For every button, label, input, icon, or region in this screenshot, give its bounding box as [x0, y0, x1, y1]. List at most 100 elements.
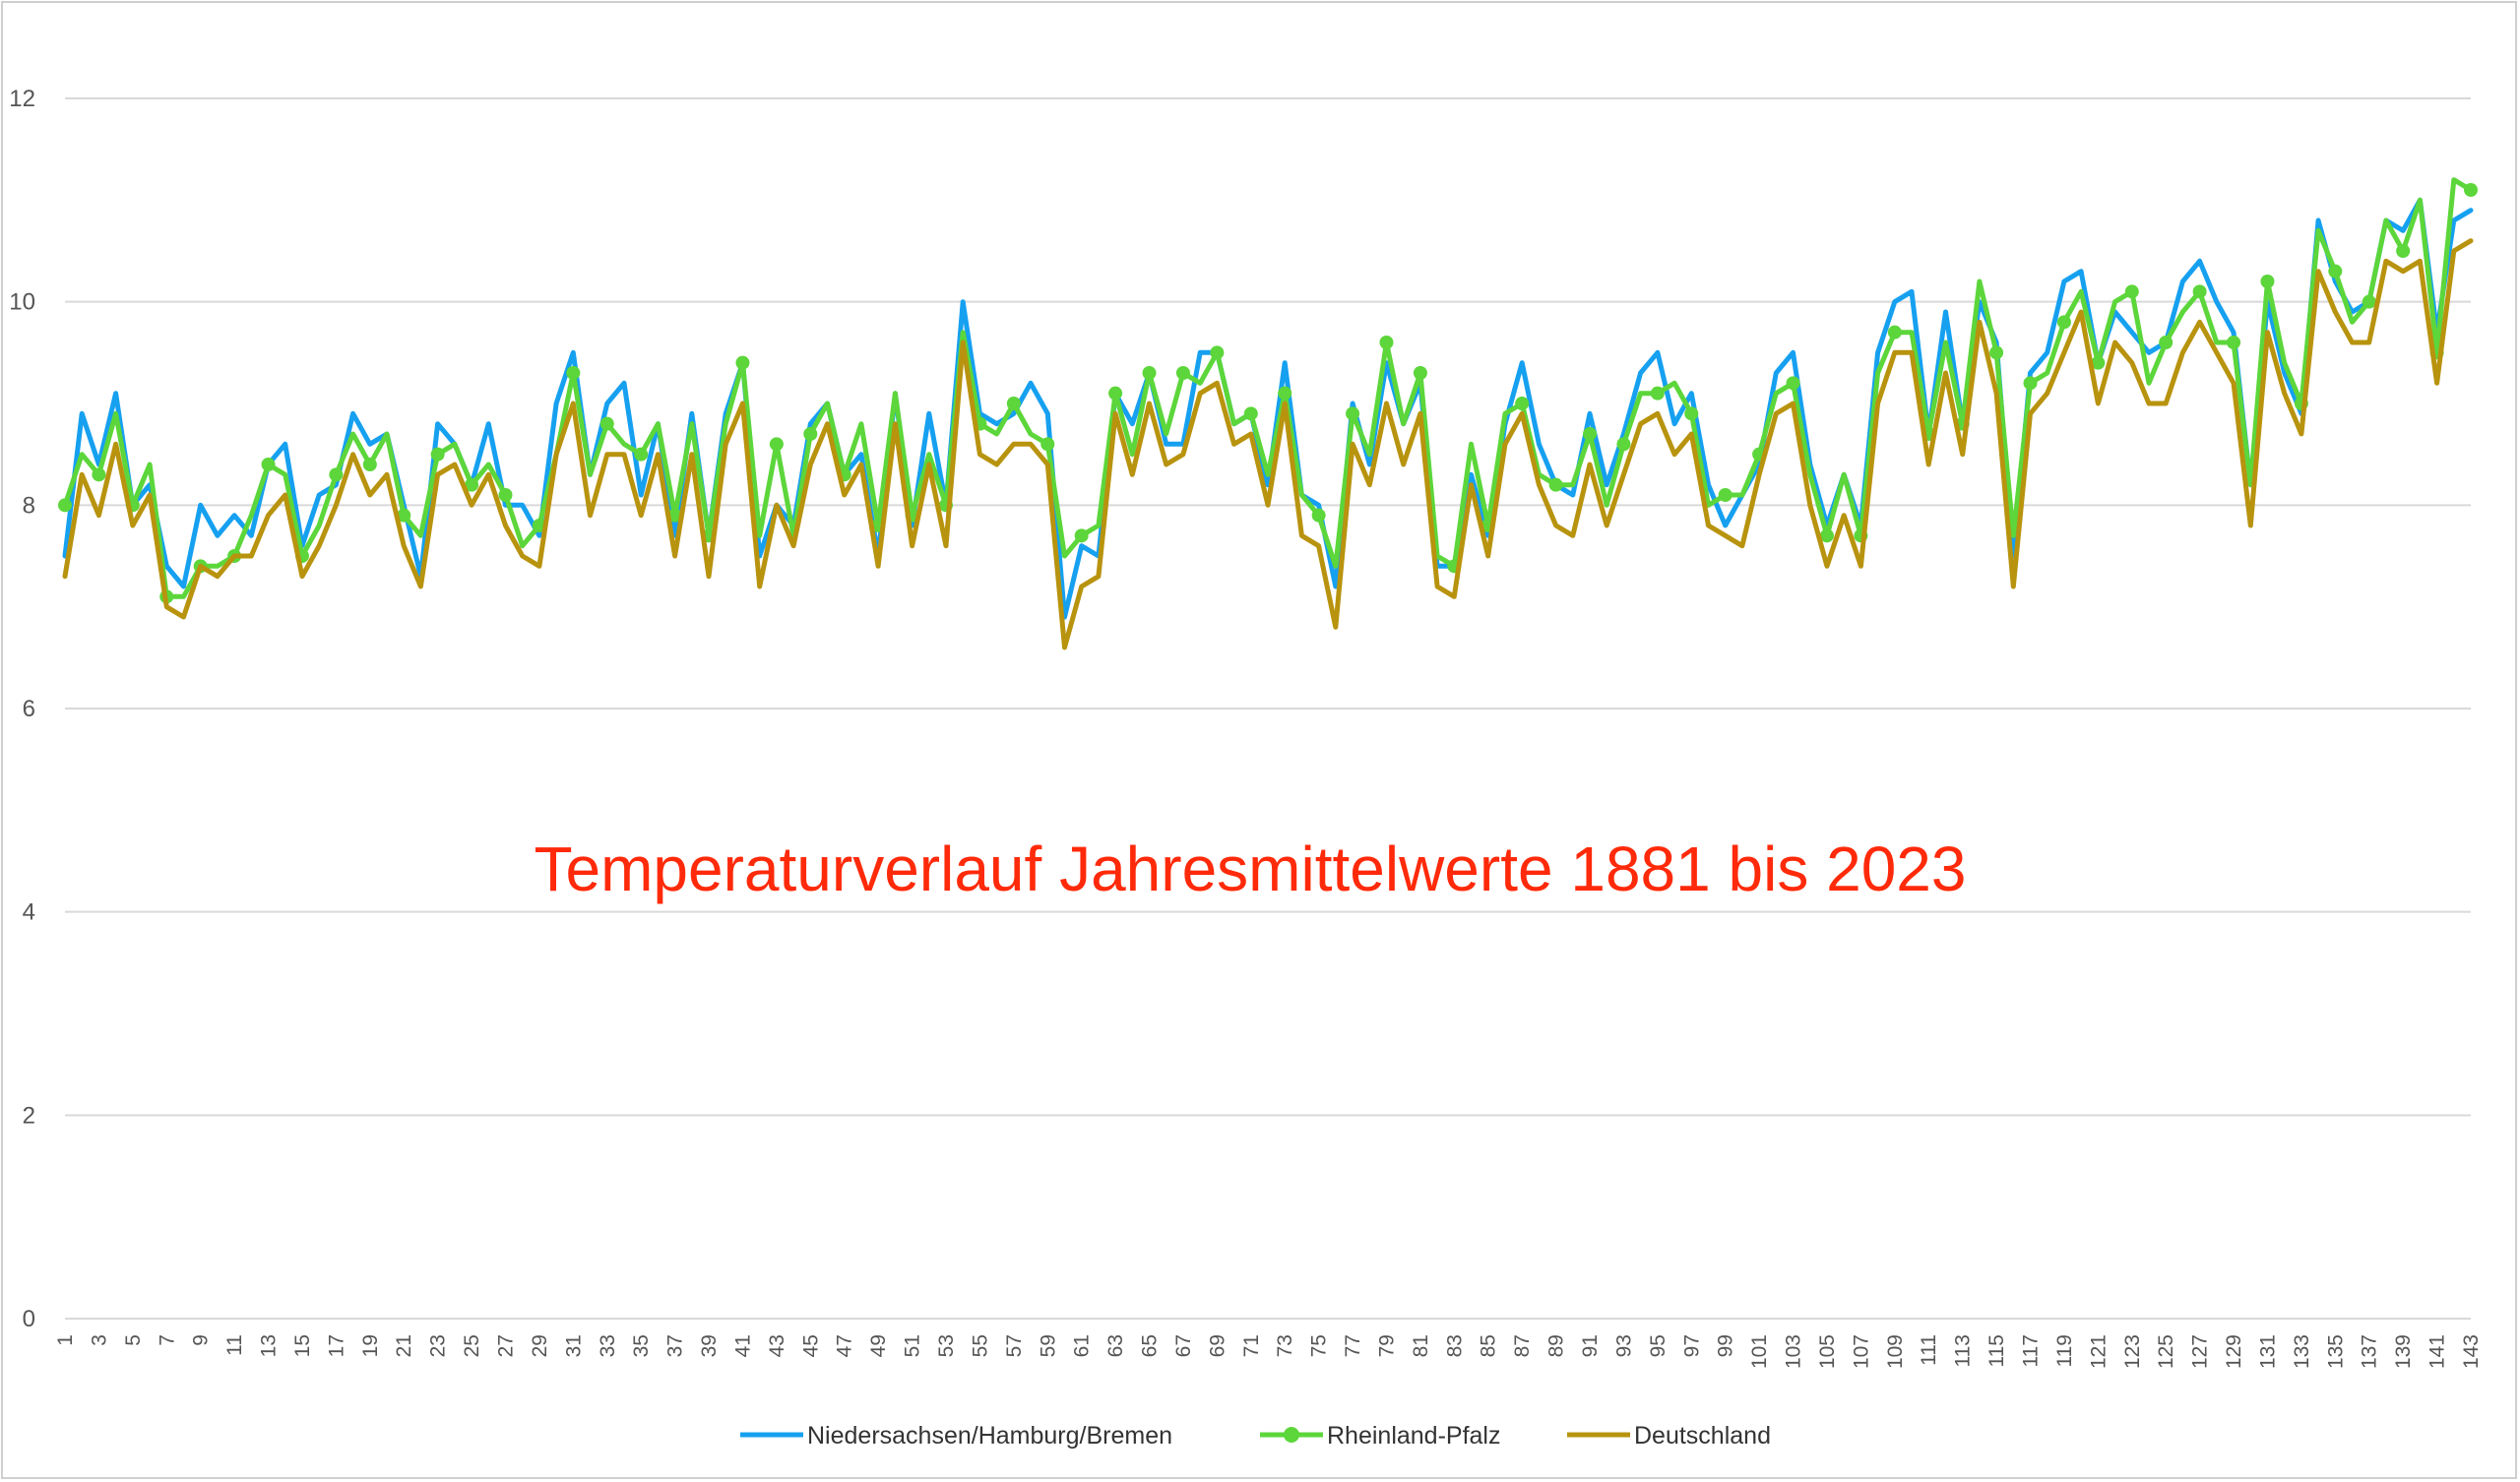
series-lines	[58, 177, 2478, 650]
x-tick-label: 35	[630, 1334, 653, 1357]
x-tick-label: 79	[1375, 1334, 1398, 1357]
x-tick-label: 87	[1511, 1334, 1534, 1357]
data-point	[329, 467, 344, 482]
data-point	[2396, 244, 2411, 258]
data-point	[1616, 437, 1631, 452]
data-point	[1175, 366, 1190, 380]
x-tick-label: 21	[393, 1334, 415, 1357]
data-point	[1583, 427, 1598, 441]
x-tick-label: 69	[1206, 1334, 1228, 1357]
chart-title: Temperaturverlauf Jahresmittelwerte 1881…	[535, 834, 1967, 904]
y-tick-label: 10	[9, 289, 35, 316]
data-point	[735, 355, 750, 370]
x-tick-label: 49	[867, 1334, 890, 1357]
data-point	[2464, 183, 2478, 197]
x-tick-label: 131	[2256, 1334, 2279, 1369]
x-tick-label: 81	[1410, 1334, 1432, 1357]
x-tick-label: 51	[902, 1334, 924, 1357]
data-point	[667, 508, 682, 523]
y-tick-label: 4	[23, 899, 35, 926]
data-point	[2159, 336, 2174, 349]
data-point	[1210, 345, 1225, 360]
x-tick-label: 17	[325, 1334, 347, 1357]
data-point	[430, 447, 445, 462]
legend-label: Deutschland	[1634, 1422, 1771, 1450]
x-tick-label: 77	[1342, 1334, 1364, 1357]
x-tick-label: 3	[88, 1334, 110, 1346]
legend-label: Rheinland-Pfalz	[1327, 1422, 1501, 1450]
x-tick-label: 19	[359, 1334, 382, 1357]
data-point	[1243, 406, 1258, 421]
data-point	[1819, 528, 1834, 543]
x-tick-label: 85	[1478, 1334, 1500, 1357]
x-axis-tick-labels: 1 3 5 7 9 11 13 15 17 19 21 23 25 27 29 31 33 35 37 39 41 43 4…	[54, 1334, 2483, 1369]
x-tick-label: 105	[1816, 1334, 1839, 1369]
x-tick-label: 119	[2053, 1334, 2076, 1367]
x-tick-label: 101	[1748, 1334, 1771, 1369]
y-tick-label: 12	[9, 86, 35, 112]
x-tick-label: 25	[461, 1334, 483, 1357]
x-tick-label: 135	[2324, 1334, 2347, 1369]
data-point	[498, 488, 513, 502]
data-point	[1346, 406, 1360, 421]
x-tick-label: 117	[2020, 1334, 2043, 1367]
data-point	[1311, 508, 1326, 523]
data-point	[2227, 336, 2241, 349]
data-point	[1887, 325, 1902, 340]
x-tick-label: 93	[1612, 1334, 1635, 1357]
legend-swatch-marker	[1284, 1427, 1299, 1443]
data-point	[769, 437, 784, 452]
x-tick-label: 15	[291, 1334, 314, 1357]
series-line	[62, 238, 2474, 650]
x-tick-label: 139	[2392, 1334, 2415, 1369]
x-tick-label: 115	[1985, 1334, 2008, 1367]
x-tick-label: 95	[1647, 1334, 1670, 1357]
data-point	[566, 366, 581, 380]
data-point	[1108, 386, 1123, 401]
data-point	[58, 498, 72, 513]
x-tick-label: 133	[2291, 1334, 2313, 1369]
x-tick-label: 123	[2121, 1334, 2144, 1369]
x-tick-label: 121	[2087, 1334, 2110, 1369]
data-point	[1074, 528, 1089, 543]
data-point	[1718, 488, 1732, 502]
x-tick-label: 107	[1850, 1334, 1872, 1369]
data-point	[1040, 437, 1055, 452]
x-tick-label: 41	[731, 1334, 754, 1357]
x-tick-label: 61	[1071, 1334, 1094, 1357]
data-point	[362, 458, 377, 471]
x-tick-label: 111	[1918, 1334, 1940, 1366]
legend: Niedersachsen/Hamburg/Bremen Rheinland-Pf…	[740, 1422, 1771, 1450]
y-tick-label: 8	[23, 492, 35, 519]
x-tick-label: 141	[2426, 1334, 2449, 1369]
x-tick-label: 7	[156, 1334, 178, 1346]
x-tick-label: 67	[1172, 1334, 1195, 1357]
data-point	[1786, 376, 1800, 391]
x-tick-label: 31	[562, 1334, 585, 1357]
data-point	[1684, 406, 1699, 421]
x-tick-label: 43	[766, 1334, 788, 1357]
x-tick-label: 89	[1545, 1334, 1568, 1357]
data-point	[2023, 376, 2038, 391]
data-point	[634, 447, 649, 462]
y-axis-tick-labels: 0 2 4 6 8 10 12	[9, 86, 35, 1332]
data-point	[465, 477, 479, 492]
x-tick-label: 29	[529, 1334, 551, 1357]
x-tick-label: 9	[190, 1334, 213, 1346]
x-tick-label: 23	[427, 1334, 450, 1357]
data-point	[2056, 315, 2071, 330]
data-point	[1989, 345, 2004, 360]
x-tick-label: 83	[1443, 1334, 1466, 1357]
data-point	[2328, 264, 2343, 278]
x-tick-label: 39	[698, 1334, 721, 1357]
y-tick-label: 6	[23, 696, 35, 722]
data-point	[1006, 397, 1021, 410]
data-point	[2362, 294, 2376, 309]
data-point	[2124, 284, 2139, 299]
x-tick-label: 73	[1274, 1334, 1296, 1357]
x-tick-label: 91	[1579, 1334, 1602, 1357]
data-point	[1142, 366, 1157, 380]
